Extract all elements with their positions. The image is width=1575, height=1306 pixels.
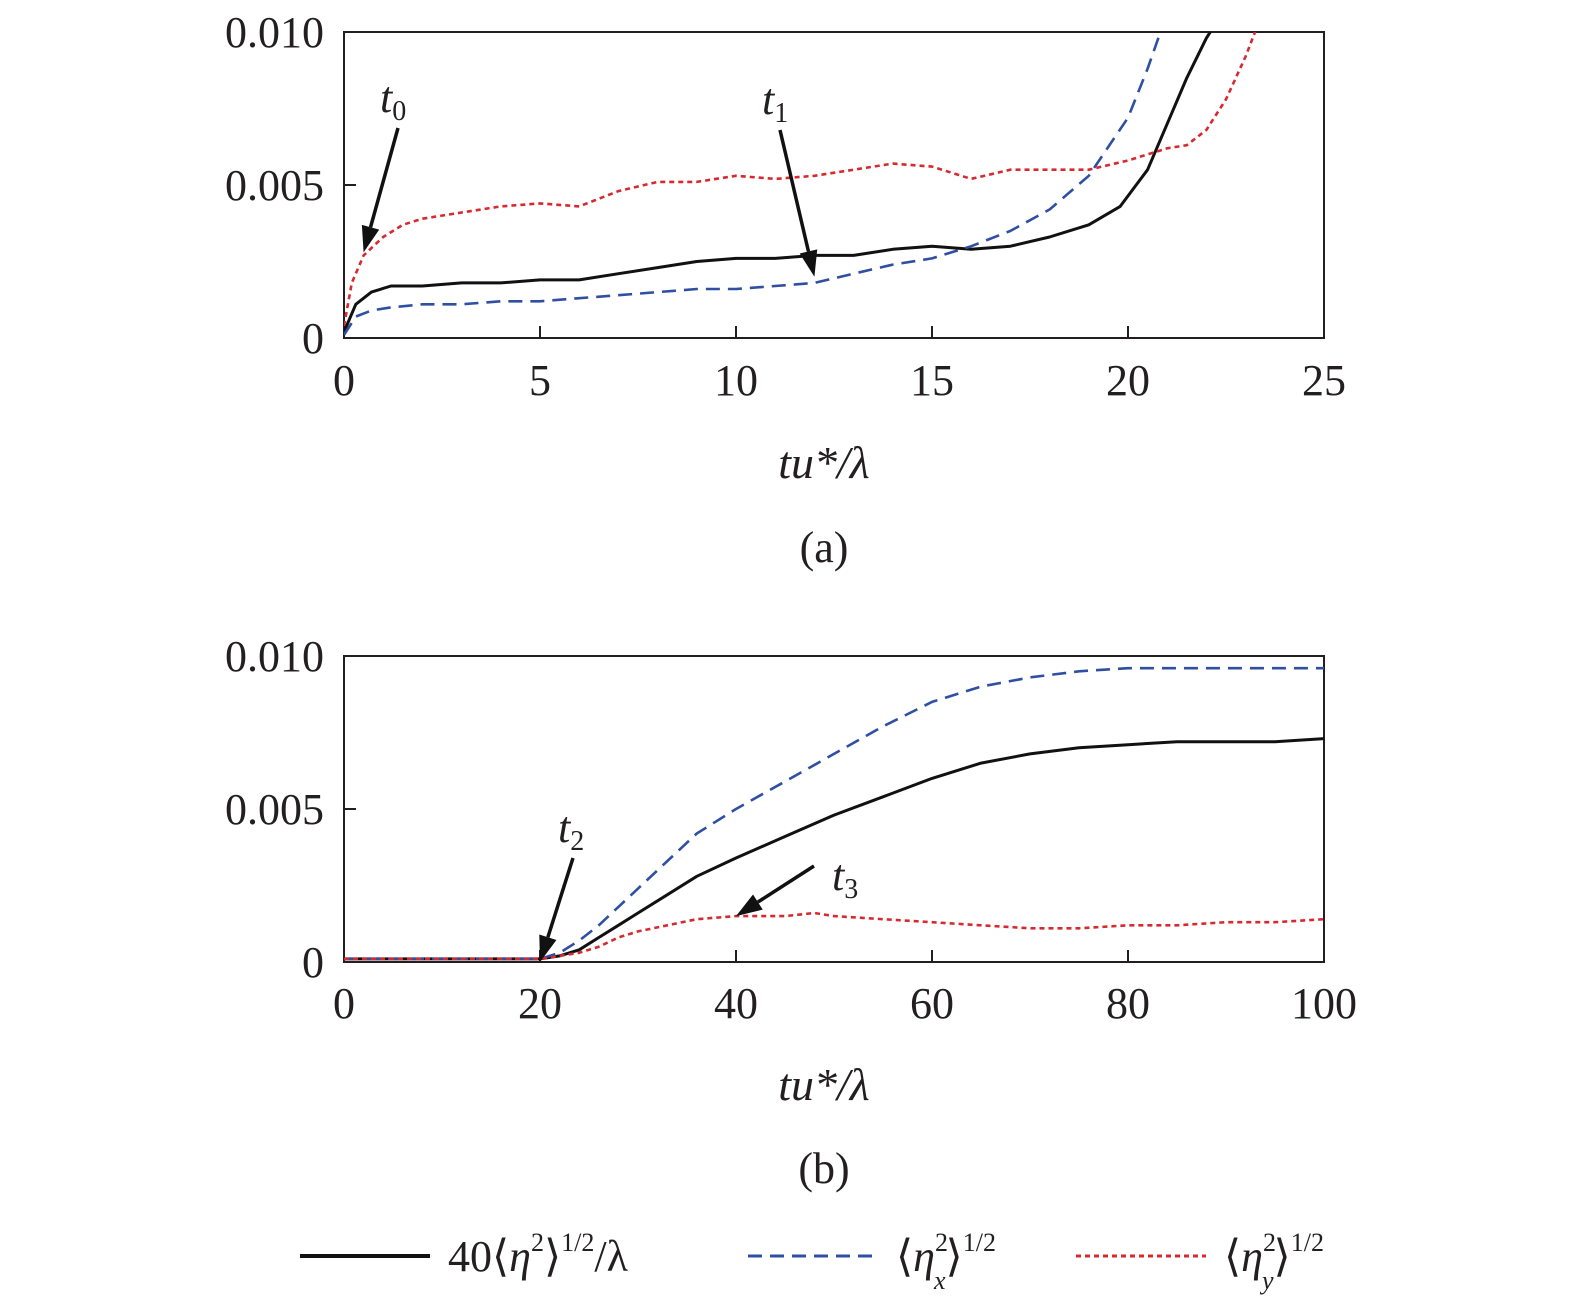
series-line-total [344,32,1213,333]
annotation-arrow-head [799,249,818,277]
x-axis-label: tu*/λ [778,437,869,488]
x-tick-label: 40 [714,979,758,1028]
annotation-arrow-shaft [778,129,811,252]
annotation-symbol: t [762,75,776,124]
series-line-y [344,911,1324,961]
annotation-symbol: t [380,73,394,122]
y-tick-label: 0.010 [225,632,324,681]
x-axis-label: tu*/λ [778,1059,869,1110]
y-tick-label: 0.005 [225,785,324,834]
annotation-arrow-shaft [546,857,575,938]
x-tick-label: 20 [518,979,562,1028]
annotation-arrow-head [736,894,763,917]
panel-label: (b) [798,1144,849,1193]
annotation-arrow-shaft [368,127,400,228]
legend: 40⟨η2⟩1/2/λ ⟨η2 x⟩1/2 ⟨η2 y⟩1/2 [300,1228,1324,1295]
annotation-label: t3 [832,851,858,905]
panel-label: (a) [800,523,849,572]
annotation-symbol: t [832,851,846,900]
x-tick-label: 0 [333,979,355,1028]
annotation-label: t1 [762,75,788,129]
annotation-subscript: 0 [392,96,406,127]
x-tick-label: 0 [333,356,355,405]
x-tick-label: 80 [1106,979,1150,1028]
y-tick-label: 0.010 [225,8,324,57]
x-tick-label: 25 [1302,356,1346,405]
series-line-x [344,666,1324,961]
series-line-x [344,34,1161,336]
plot-frame [343,31,1325,339]
series-line-total [344,737,1324,961]
x-tick-label: 20 [1106,356,1150,405]
x-tick-label: 60 [910,979,954,1028]
annotation-label: t2 [558,803,584,857]
x-tick-label: 15 [910,356,954,405]
x-tick-label: 5 [529,356,551,405]
annotation-label: t0 [380,73,406,127]
legend-label-total: 40⟨η2⟩1/2/λ [448,1228,629,1281]
annotation-subscript: 1 [774,98,788,129]
annotation-arrow-head [361,224,380,253]
series-line-y [344,32,1257,327]
annotation-arrow-head [539,934,557,962]
annotation-subscript: 3 [844,874,858,905]
annotation-subscript: 2 [570,826,584,857]
annotation-arrow-shaft [756,864,815,904]
y-tick-label: 0 [302,938,324,987]
y-tick-label: 0.005 [225,161,324,210]
x-tick-label: 10 [714,356,758,405]
legend-label-x: ⟨η2 x⟩1/2 [896,1228,996,1295]
legend-label-y: ⟨η2 y⟩1/2 [1224,1228,1324,1295]
y-tick-label: 0 [302,314,324,363]
x-tick-label: 100 [1291,979,1357,1028]
annotation-symbol: t [558,803,572,852]
